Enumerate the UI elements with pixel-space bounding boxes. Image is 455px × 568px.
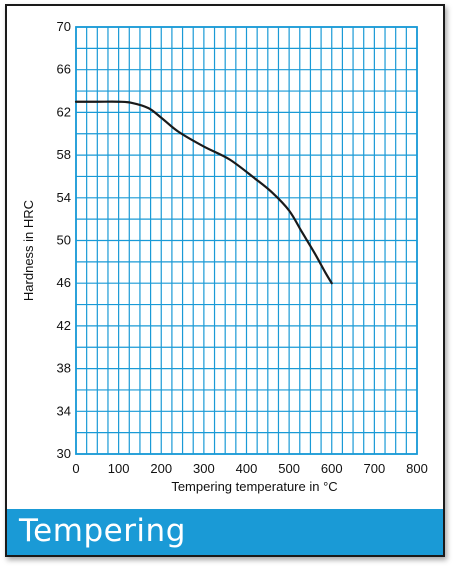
y-tick-label: 70 bbox=[57, 19, 71, 34]
x-tick-label: 800 bbox=[406, 461, 428, 476]
y-tick-label: 46 bbox=[57, 275, 71, 290]
y-axis-label: Hardness in HRC bbox=[21, 200, 36, 301]
y-tick-label: 50 bbox=[57, 233, 71, 248]
x-axis-label: Tempering temperature in °C bbox=[171, 479, 337, 494]
chart-grid bbox=[75, 26, 418, 455]
y-tick-label: 62 bbox=[57, 104, 71, 119]
chart-series bbox=[74, 100, 333, 285]
tick-labels: 0 100 200 300 400 500 600 700 800 30 34 38 42 46 50 54 5… bbox=[57, 19, 428, 476]
y-tick-label: 30 bbox=[57, 446, 71, 461]
hardness-curve bbox=[74, 100, 333, 285]
y-tick-label: 66 bbox=[57, 62, 71, 77]
x-tick-label: 600 bbox=[321, 461, 343, 476]
y-tick-label: 38 bbox=[57, 361, 71, 376]
y-tick-label: 54 bbox=[57, 190, 71, 205]
x-tick-label: 0 bbox=[72, 461, 79, 476]
x-tick-label: 200 bbox=[150, 461, 172, 476]
plot-border bbox=[75, 26, 418, 455]
x-tick-label: 100 bbox=[108, 461, 130, 476]
x-tick-label: 300 bbox=[193, 461, 215, 476]
x-tick-label: 400 bbox=[236, 461, 258, 476]
x-tick-label: 700 bbox=[364, 461, 386, 476]
y-tick-label: 58 bbox=[57, 147, 71, 162]
y-tick-label: 34 bbox=[57, 403, 71, 418]
x-tick-label: 500 bbox=[278, 461, 300, 476]
y-tick-label: 42 bbox=[57, 318, 71, 333]
title-banner: Tempering bbox=[5, 509, 445, 557]
chart-title: Tempering bbox=[19, 513, 186, 549]
